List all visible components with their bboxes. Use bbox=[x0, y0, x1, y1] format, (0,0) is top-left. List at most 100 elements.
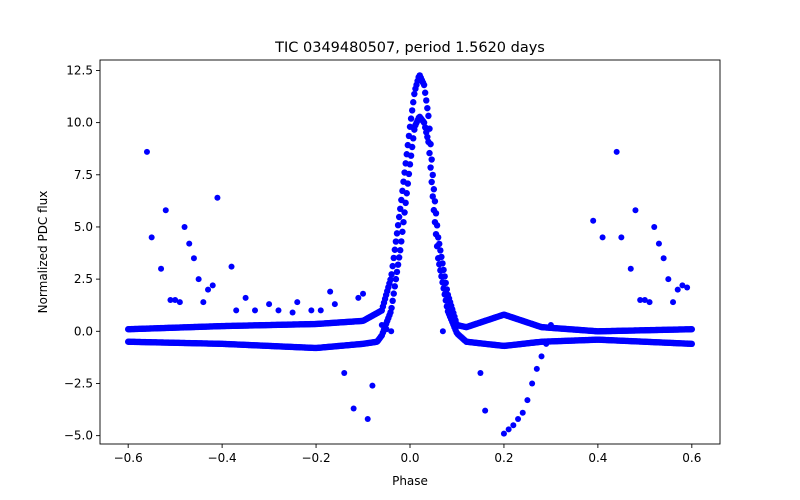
data-point bbox=[510, 422, 517, 429]
data-point bbox=[355, 294, 362, 301]
lower-baseline-point bbox=[429, 193, 436, 200]
upper-baseline-point bbox=[430, 186, 438, 193]
lower-baseline-point bbox=[392, 275, 400, 283]
data-point bbox=[214, 194, 221, 201]
upper-baseline-point bbox=[407, 115, 415, 122]
lower-baseline-point bbox=[391, 283, 399, 290]
data-point bbox=[670, 299, 677, 306]
data-point bbox=[252, 307, 258, 314]
data-point bbox=[158, 265, 165, 272]
lower-baseline-point bbox=[433, 243, 441, 250]
y-tick-label: −5.0 bbox=[64, 429, 93, 443]
data-point bbox=[543, 340, 550, 347]
data-point bbox=[172, 297, 179, 303]
data-point bbox=[515, 415, 522, 422]
x-axis-label: Phase bbox=[392, 474, 428, 488]
x-tick-label: 0.2 bbox=[494, 451, 513, 465]
lower-baseline-point bbox=[437, 267, 444, 274]
data-point bbox=[233, 307, 240, 314]
lower-baseline-point bbox=[428, 178, 435, 186]
y-tick-label: 7.5 bbox=[74, 168, 93, 182]
x-axis-ticks: −0.6 −0.4 −0.2 0.0 0.2 0.4 0.6 bbox=[114, 444, 701, 465]
upper-baseline-point bbox=[420, 81, 428, 89]
lower-baseline-point bbox=[390, 290, 397, 297]
data-point bbox=[646, 299, 653, 306]
data-point bbox=[228, 263, 235, 270]
data-point bbox=[378, 322, 385, 329]
upper-baseline-point bbox=[388, 271, 395, 278]
lower-baseline-point bbox=[424, 133, 431, 141]
y-tick-label: 2.5 bbox=[74, 272, 93, 286]
data-point bbox=[162, 207, 169, 214]
upper-baseline-point bbox=[389, 262, 396, 270]
lower-baseline-point bbox=[400, 218, 407, 226]
lower-baseline-point bbox=[432, 230, 440, 238]
data-point bbox=[538, 353, 545, 360]
data-point bbox=[651, 223, 658, 230]
upper-baseline-point bbox=[390, 254, 397, 262]
lower-baseline-point bbox=[438, 273, 445, 280]
x-tick-label: 0.4 bbox=[588, 451, 607, 465]
data-point bbox=[350, 405, 357, 412]
lower-baseline-point bbox=[395, 254, 403, 261]
lower-baseline-point bbox=[439, 279, 446, 286]
data-point bbox=[529, 380, 536, 387]
lower-baseline-point bbox=[443, 303, 451, 310]
data-point bbox=[388, 328, 395, 335]
lower-baseline-point bbox=[404, 180, 412, 187]
data-point bbox=[524, 397, 531, 404]
y-tick-label: −2.5 bbox=[64, 376, 93, 390]
upper-baseline-point bbox=[393, 230, 401, 237]
lower-baseline-point bbox=[441, 291, 448, 298]
upper-baseline-point bbox=[410, 99, 417, 106]
data-point bbox=[195, 276, 202, 283]
data-point bbox=[341, 370, 348, 377]
lower-baseline-point bbox=[408, 143, 416, 151]
lower-baseline-point bbox=[430, 206, 438, 214]
upper-baseline-point bbox=[387, 276, 394, 283]
data-point bbox=[289, 309, 296, 316]
data-point bbox=[331, 301, 338, 308]
data-point bbox=[674, 286, 681, 293]
data-point bbox=[176, 299, 183, 306]
data-point bbox=[641, 297, 648, 303]
data-point bbox=[308, 307, 315, 314]
data-point bbox=[148, 234, 155, 241]
x-tick-label: 0.0 bbox=[400, 451, 419, 465]
upper-baseline-point bbox=[431, 198, 439, 205]
lower-baseline-point bbox=[431, 218, 439, 226]
upper-baseline-point bbox=[424, 104, 431, 112]
data-point bbox=[613, 148, 620, 155]
data-point bbox=[317, 307, 324, 314]
data-point bbox=[360, 290, 367, 297]
dense-bands bbox=[124, 72, 696, 352]
upper-baseline-point bbox=[429, 171, 436, 179]
upper-baseline-point bbox=[411, 90, 418, 98]
data-point bbox=[275, 307, 282, 314]
data-point bbox=[590, 217, 597, 224]
data-point bbox=[627, 265, 634, 272]
upper-baseline-point bbox=[688, 326, 696, 333]
data-point bbox=[477, 370, 484, 377]
lower-baseline-point bbox=[410, 135, 417, 142]
lower-baseline-point bbox=[436, 261, 443, 268]
data-point bbox=[205, 286, 212, 293]
lower-baseline-point bbox=[421, 124, 429, 131]
data-point bbox=[327, 288, 334, 295]
data-point bbox=[684, 284, 691, 291]
y-tick-label: 0.0 bbox=[74, 324, 93, 338]
y-axis-ticks: −5.0 −2.5 0.0 2.5 5.0 7.5 10.0 12.5 bbox=[64, 63, 100, 443]
chart-title: TIC 0349480507, period 1.5620 days bbox=[274, 40, 545, 56]
lower-baseline-point bbox=[425, 138, 432, 146]
upper-baseline-point bbox=[391, 246, 399, 253]
lower-baseline-point bbox=[388, 304, 395, 312]
data-point bbox=[519, 409, 526, 416]
lower-baseline-point bbox=[393, 268, 401, 276]
x-tick-label: −0.2 bbox=[301, 451, 330, 465]
y-tick-label: 5.0 bbox=[74, 220, 93, 234]
data-point bbox=[632, 207, 639, 214]
data-point bbox=[637, 297, 644, 303]
data-point bbox=[679, 282, 686, 289]
upper-baseline-point bbox=[423, 97, 430, 104]
data-point bbox=[599, 234, 606, 241]
